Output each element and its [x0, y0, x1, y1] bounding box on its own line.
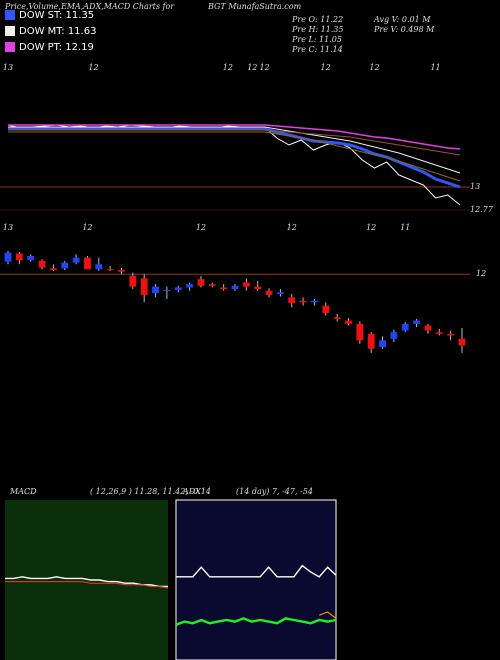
series-line	[8, 124, 461, 150]
candle-body	[208, 284, 216, 286]
x-tick-label: 12	[247, 63, 257, 72]
candle-body	[118, 270, 125, 272]
candle-body	[72, 257, 80, 263]
candle-body	[220, 287, 228, 290]
x-tick-label: 12	[82, 223, 92, 232]
x-tick-label: 11	[430, 63, 440, 72]
candle-body	[424, 325, 432, 331]
candle-body	[15, 253, 23, 261]
candle-body	[458, 338, 466, 346]
legend-label: DOW ST: 11.35	[19, 10, 94, 21]
y-tick-label: 13	[470, 182, 480, 191]
info-label: Pre L: 11.05	[291, 35, 342, 44]
chart-subtitle: BGT MunafaSutra.com	[207, 2, 302, 11]
panel-background	[5, 500, 168, 660]
info-label: Pre C: 11.14	[291, 45, 343, 54]
candle-body	[345, 320, 352, 324]
panel-title: MACD	[9, 487, 37, 496]
legend-swatch	[5, 42, 15, 52]
chart-title: Price,Volume,EMA,ADX,MACD Charts for	[4, 2, 175, 11]
candle-body	[265, 290, 273, 295]
series-line	[8, 126, 461, 174]
candle-body	[435, 332, 443, 334]
candle-body	[197, 279, 205, 286]
x-tick-label: 12	[287, 223, 297, 232]
series-line	[8, 127, 461, 189]
x-tick-label: 13	[3, 63, 13, 72]
candle-body	[333, 317, 341, 319]
candle-body	[152, 286, 159, 294]
candle-body	[447, 333, 455, 336]
series-line	[8, 131, 461, 182]
info-label: Pre V: 0.498 M	[373, 25, 435, 34]
panel-subtitle: ( 12,26,9 ) 11.28, 11.42, -0.14	[90, 487, 211, 496]
candle-body	[174, 287, 182, 290]
candle-body	[299, 300, 307, 303]
info-label: Pre O: 11.22	[291, 15, 343, 24]
legend-label: DOW MT: 11.63	[19, 26, 96, 37]
x-tick-label: 12	[366, 223, 376, 232]
candle-body	[288, 297, 296, 304]
candle-body	[163, 289, 171, 291]
candle-body	[129, 275, 137, 287]
x-tick-label: 12	[223, 63, 233, 72]
x-tick-label: 12	[259, 63, 269, 72]
y-tick-label: 12.77	[470, 205, 494, 214]
candle-body	[367, 333, 375, 349]
panel-title: ADX	[182, 487, 201, 496]
legend-swatch	[5, 10, 15, 20]
series-line	[175, 617, 337, 626]
candle-body	[311, 300, 318, 303]
candle-body	[413, 320, 421, 324]
series-line	[318, 611, 337, 619]
series-line	[8, 129, 461, 156]
info-label: Pre H: 11.35	[291, 25, 344, 34]
candle-body	[379, 340, 386, 348]
candle-body	[95, 264, 103, 270]
x-tick-label: 11	[400, 223, 410, 232]
candle-body	[106, 269, 114, 271]
candle-body	[401, 323, 409, 331]
candle-body	[61, 262, 69, 269]
candle-body	[276, 292, 284, 295]
candle-body	[4, 252, 12, 262]
x-tick-label: 12	[196, 223, 206, 232]
candle-body	[231, 285, 239, 290]
x-tick-label: 13	[3, 223, 13, 232]
y-tick-label: 12	[476, 269, 486, 278]
info-label: Avg V: 0.01 M	[373, 15, 431, 24]
candle-body	[27, 256, 35, 261]
series-line	[5, 581, 169, 589]
x-tick-label: 12	[321, 63, 331, 72]
candle-body	[84, 257, 91, 270]
candle-body	[140, 278, 148, 295]
candle-body	[242, 282, 250, 287]
candle-body	[49, 268, 57, 271]
legend-label: DOW PT: 12.19	[19, 42, 94, 53]
x-tick-label: 12	[88, 63, 98, 72]
panel-subtitle: (14 day) 7, -47, -54	[236, 487, 313, 496]
candle-body	[186, 284, 194, 288]
candle-body	[390, 332, 398, 339]
candle-body	[356, 323, 364, 341]
series-line	[176, 564, 337, 578]
candle-body	[254, 286, 262, 290]
panel-background	[175, 499, 337, 660]
x-tick-label: 12	[369, 63, 379, 72]
legend-swatch	[5, 26, 15, 36]
candle-body	[322, 305, 330, 314]
candle-body	[38, 260, 46, 268]
